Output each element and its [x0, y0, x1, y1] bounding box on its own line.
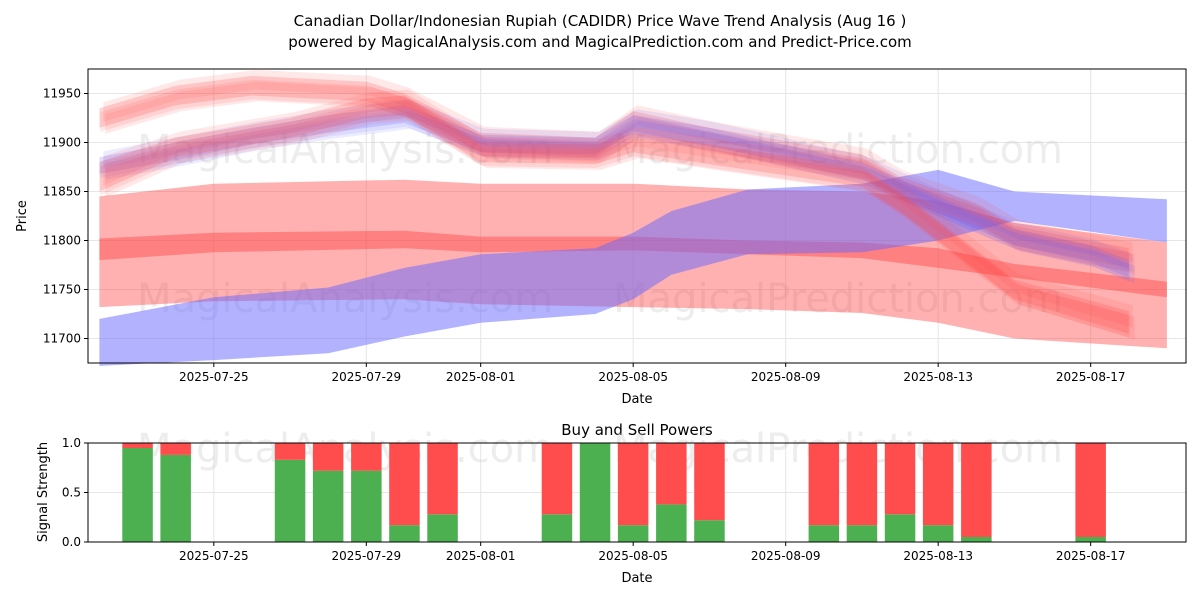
price-series-upper-wave-3-echo: [100, 99, 1130, 338]
price-series-upper-wave-2-echo: [105, 111, 1135, 284]
sell-bar: [694, 443, 725, 521]
price-plot-frame: [87, 68, 1187, 364]
buy-bar: [884, 514, 916, 542]
price-series-upper-wave-3: [99, 95, 1129, 334]
signal-x-tick-label: 2025-07-25: [179, 549, 249, 563]
signal-watermark-1: MagicalAnalysis.com: [137, 426, 553, 472]
price-series-blue-band: [99, 169, 1167, 366]
sell-bar: [846, 443, 878, 526]
buy-bar: [312, 470, 344, 542]
price-y-tick-label: 11900: [43, 136, 81, 150]
price-watermark-1: MagicalAnalysis.com: [137, 127, 553, 173]
chart-title-line2: powered by MagicalAnalysis.com and Magic…: [288, 33, 912, 51]
sell-bar: [961, 443, 992, 537]
sell-bar: [389, 443, 420, 526]
buy-bar: [1075, 537, 1106, 542]
price-y-tick-label: 11700: [43, 332, 81, 346]
signal-y-tick-label: 1.0: [62, 436, 81, 450]
price-y-tick-label: 11850: [43, 185, 81, 199]
buy-bar: [922, 525, 954, 542]
sell-bar: [351, 443, 382, 471]
sell-bar: [922, 443, 954, 526]
signal-chart-title: Buy and Sell Powers: [561, 421, 713, 439]
sell-bar: [884, 443, 916, 515]
price-series-central-line: [99, 230, 1167, 298]
price-series-upper-wave-1-echo: [105, 81, 1135, 274]
buy-bar: [808, 525, 840, 542]
price-y-tick-label: 11750: [43, 283, 81, 297]
signal-y-tick-label: 0.5: [62, 486, 81, 500]
price-x-tick-label: 2025-08-13: [903, 370, 973, 384]
chart-title-line1: Canadian Dollar/Indonesian Rupiah (CADID…: [294, 12, 907, 30]
sell-bar: [808, 443, 840, 526]
signal-x-tick-label: 2025-08-09: [751, 549, 821, 563]
price-y-tick-label: 11800: [43, 234, 81, 248]
price-series-upper-wave-1: [99, 75, 1129, 268]
price-x-axis-label: Date: [621, 392, 652, 407]
buy-bar: [351, 470, 382, 542]
buy-bar: [122, 447, 153, 542]
buy-bar: [427, 514, 458, 542]
price-series-upper-wave-2: [99, 105, 1129, 278]
price-y-tick-label: 11950: [43, 87, 81, 101]
buy-bar: [656, 504, 687, 542]
signal-y-tick-label: 0.0: [62, 535, 81, 549]
signal-y-axis-label: Signal Strength: [36, 442, 51, 542]
price-y-ticks: 11700 11750 11800 11850 11900 11950: [43, 87, 88, 346]
sell-bar: [274, 443, 306, 460]
signal-y-ticks: 0.0 0.5 1.0: [62, 436, 88, 549]
sell-bar: [1075, 443, 1106, 537]
sell-bar: [656, 443, 687, 505]
signal-x-tick-label: 2025-07-29: [331, 549, 401, 563]
signal-x-tick-label: 2025-08-13: [903, 549, 973, 563]
price-x-tick-label: 2025-07-25: [179, 370, 249, 384]
price-x-tick-label: 2025-07-29: [331, 370, 401, 384]
buy-bar: [160, 454, 191, 542]
signal-x-tick-label: 2025-08-17: [1056, 549, 1126, 563]
price-series-upper-wave-1-echo: [103, 70, 1133, 263]
price-watermark-2: MagicalPrediction.com: [613, 127, 1063, 173]
price-y-axis-label: Price: [15, 200, 30, 232]
price-series: [99, 70, 1167, 366]
price-series-upper-wave-2-echo: [100, 109, 1130, 282]
price-x-ticks: 2025-07-25 2025-07-29 2025-08-01 2025-08-05…: [179, 363, 1126, 384]
buy-bar: [389, 525, 420, 542]
buy-bar: [694, 520, 725, 542]
price-x-tick-label: 2025-08-09: [751, 370, 821, 384]
signal-chart: Buy and Sell Powers MagicalAnalysis.com …: [36, 421, 1187, 586]
signal-x-tick-label: 2025-08-05: [598, 549, 668, 563]
buy-bar: [961, 537, 992, 542]
price-x-tick-label: 2025-08-17: [1056, 370, 1126, 384]
price-series-upper-wave-1-echo: [100, 79, 1130, 272]
signal-x-tick-label: 2025-08-01: [446, 549, 516, 563]
signal-x-ticks: 2025-07-25 2025-07-29 2025-08-01 2025-08-05…: [179, 542, 1126, 563]
buy-bar: [541, 514, 573, 542]
buy-bar: [579, 443, 611, 542]
signal-bars: [122, 443, 1106, 542]
price-x-tick-label: 2025-08-01: [446, 370, 516, 384]
sell-bar: [427, 443, 458, 515]
price-watermark-4: MagicalPrediction.com: [613, 276, 1063, 322]
price-series-upper-wave-3-echo: [105, 101, 1135, 340]
buy-bar: [617, 525, 649, 542]
sell-bar: [122, 443, 153, 448]
price-series-upper-wave-2-echo: [103, 99, 1133, 272]
buy-bar: [846, 525, 878, 542]
signal-x-axis-label: Date: [621, 571, 652, 586]
sell-bar: [160, 443, 191, 455]
sell-bar: [617, 443, 649, 526]
sell-bar: [541, 443, 573, 515]
price-chart: MagicalAnalysis.com MagicalPrediction.co…: [15, 68, 1187, 407]
buy-bar: [274, 459, 306, 542]
price-x-tick-label: 2025-08-05: [598, 370, 668, 384]
price-series-upper-wave-3-echo: [103, 89, 1133, 328]
sell-bar: [312, 443, 344, 471]
